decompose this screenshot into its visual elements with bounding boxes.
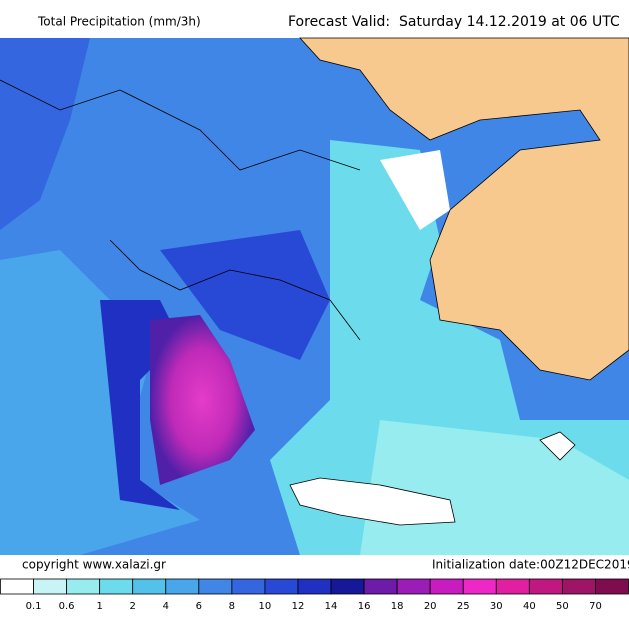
legend-swatch — [33, 578, 68, 595]
precip-area — [0, 250, 200, 555]
legend-swatch — [330, 578, 365, 595]
island — [289, 477, 456, 526]
precip-area — [150, 315, 255, 485]
legend-label: 30 — [490, 601, 503, 612]
legend-label: 0.1 — [26, 601, 42, 612]
precip-area — [160, 230, 330, 360]
legend-swatch — [429, 578, 464, 595]
legend-label: 18 — [391, 601, 404, 612]
legend-swatch — [595, 578, 629, 595]
legend-swatch — [528, 578, 563, 595]
legend-label: 40 — [523, 601, 536, 612]
no-precip — [380, 150, 450, 230]
legend-swatch — [231, 578, 266, 595]
forecast-valid: Forecast Valid: Saturday 14.12.2019 at 0… — [288, 14, 620, 30]
legend-label: 50 — [556, 601, 569, 612]
legend-label: 10 — [259, 601, 272, 612]
legend-swatch — [495, 578, 530, 595]
legend-swatch — [0, 578, 34, 595]
border — [0, 79, 361, 341]
legend-label: 25 — [457, 601, 470, 612]
legend-swatch — [396, 578, 431, 595]
legend-label: 2 — [130, 601, 136, 612]
legend-swatch — [561, 578, 596, 595]
legend-label: 4 — [163, 601, 169, 612]
map-title: Total Precipitation (mm/3h) — [37, 15, 201, 29]
legend-label: 1 — [96, 601, 102, 612]
legend-swatch — [165, 578, 200, 595]
legend-swatch — [66, 578, 101, 595]
legend-swatch — [264, 578, 299, 595]
map — [0, 37, 629, 555]
legend-label: 14 — [325, 601, 338, 612]
legend-label: 12 — [292, 601, 305, 612]
copyright: copyright www.xalazi.gr — [22, 558, 166, 572]
legend-swatch — [198, 578, 233, 595]
color-legend: 0.1 0.6 1 2 4 6 8 10 12 14 16 18 20 25 30 40 50 70 — [0, 578, 629, 612]
precip-area — [0, 38, 90, 230]
legend-swatch — [132, 578, 167, 595]
island — [539, 431, 576, 461]
initialization: Initialization date:00Z12DEC2019 — [432, 558, 629, 572]
legend-swatch — [99, 578, 134, 595]
legend-label: 70 — [589, 601, 602, 612]
legend-label: 16 — [358, 601, 371, 612]
legend-label: 8 — [229, 601, 235, 612]
legend-swatch — [363, 578, 398, 595]
legend-swatch — [297, 578, 332, 595]
legend-swatch — [462, 578, 497, 595]
legend-label: 0.6 — [59, 601, 75, 612]
land — [299, 37, 629, 381]
legend-label: 20 — [424, 601, 437, 612]
legend-label: 6 — [196, 601, 202, 612]
